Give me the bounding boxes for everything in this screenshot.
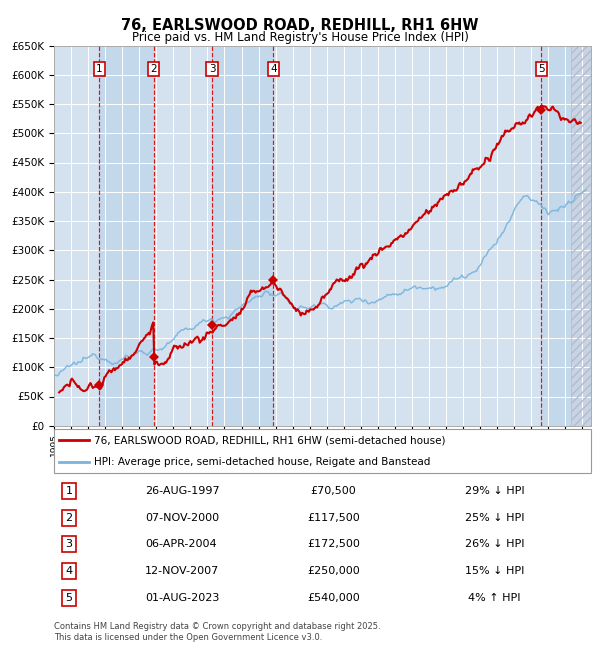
Bar — [541, 46, 571, 426]
Bar — [274, 46, 541, 426]
Text: 2: 2 — [151, 64, 157, 74]
Text: 26% ↓ HPI: 26% ↓ HPI — [464, 540, 524, 549]
Text: 4% ↑ HPI: 4% ↑ HPI — [468, 593, 521, 603]
Bar — [212, 46, 274, 426]
Bar — [54, 46, 99, 426]
Text: £172,500: £172,500 — [307, 540, 359, 549]
Text: 1: 1 — [96, 64, 103, 74]
Text: Contains HM Land Registry data © Crown copyright and database right 2025.
This d: Contains HM Land Registry data © Crown c… — [54, 622, 380, 642]
Text: 4: 4 — [270, 64, 277, 74]
Bar — [99, 46, 154, 426]
Text: 15% ↓ HPI: 15% ↓ HPI — [464, 566, 524, 576]
Text: 07-NOV-2000: 07-NOV-2000 — [145, 513, 220, 523]
Text: 25% ↓ HPI: 25% ↓ HPI — [464, 513, 524, 523]
Text: 76, EARLSWOOD ROAD, REDHILL, RH1 6HW: 76, EARLSWOOD ROAD, REDHILL, RH1 6HW — [121, 18, 479, 32]
Text: 06-APR-2004: 06-APR-2004 — [145, 540, 217, 549]
Text: 01-AUG-2023: 01-AUG-2023 — [145, 593, 220, 603]
Bar — [571, 46, 591, 426]
Bar — [154, 46, 212, 426]
Text: HPI: Average price, semi-detached house, Reigate and Banstead: HPI: Average price, semi-detached house,… — [94, 457, 431, 467]
Text: 76, EARLSWOOD ROAD, REDHILL, RH1 6HW (semi-detached house): 76, EARLSWOOD ROAD, REDHILL, RH1 6HW (se… — [94, 435, 446, 445]
Text: 5: 5 — [538, 64, 545, 74]
Text: £117,500: £117,500 — [307, 513, 359, 523]
Text: 29% ↓ HPI: 29% ↓ HPI — [464, 486, 524, 496]
Text: Price paid vs. HM Land Registry's House Price Index (HPI): Price paid vs. HM Land Registry's House … — [131, 31, 469, 44]
Text: 5: 5 — [65, 593, 73, 603]
Text: 3: 3 — [209, 64, 215, 74]
Text: £540,000: £540,000 — [307, 593, 359, 603]
Text: 4: 4 — [65, 566, 73, 576]
Text: 1: 1 — [65, 486, 73, 496]
FancyBboxPatch shape — [54, 429, 591, 473]
Text: 26-AUG-1997: 26-AUG-1997 — [145, 486, 220, 496]
Text: 2: 2 — [65, 513, 73, 523]
Text: £250,000: £250,000 — [307, 566, 359, 576]
Text: 3: 3 — [65, 540, 73, 549]
Text: 12-NOV-2007: 12-NOV-2007 — [145, 566, 220, 576]
Bar — [571, 46, 591, 426]
Text: £70,500: £70,500 — [310, 486, 356, 496]
